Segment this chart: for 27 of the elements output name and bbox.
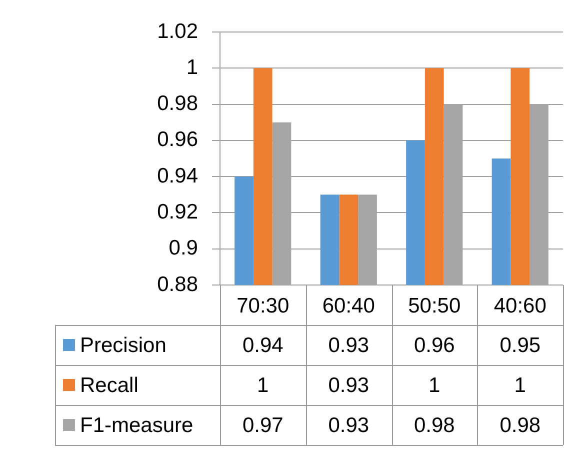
y-tick-label: 1.02: [157, 20, 198, 43]
data-label: 0.93: [328, 374, 370, 397]
y-tick-label: 0.94: [157, 164, 198, 188]
data-label: 0.95: [500, 334, 541, 357]
x-tick-label: 40:60: [494, 294, 546, 318]
data-label: 1: [514, 374, 526, 397]
legend-label: Precision: [80, 334, 166, 357]
y-tick-label: 0.98: [157, 92, 198, 116]
data-label: 1: [257, 374, 269, 397]
x-tick-label: 50:50: [408, 294, 461, 318]
data-label: 0.96: [414, 334, 455, 357]
y-tick-label: 1: [186, 56, 198, 79]
y-tick-label: 0.88: [157, 272, 198, 296]
data-label: 0.93: [328, 334, 370, 357]
data-label: 0.98: [500, 414, 541, 437]
data-label: 0.93: [328, 414, 370, 437]
data-label: 0.98: [414, 414, 455, 437]
legend-label: Recall: [80, 374, 138, 397]
y-tick-label: 0.9: [168, 236, 198, 260]
x-tick-label: 70:30: [236, 294, 290, 318]
data-label: 0.94: [242, 334, 284, 357]
x-tick-label: 60:40: [322, 294, 375, 318]
legend-label: F1-measure: [80, 414, 194, 437]
y-tick-label: 0.92: [157, 200, 198, 224]
data-label: 0.97: [242, 414, 284, 437]
y-tick-label: 0.96: [157, 128, 198, 152]
data-label: 1: [428, 374, 440, 397]
